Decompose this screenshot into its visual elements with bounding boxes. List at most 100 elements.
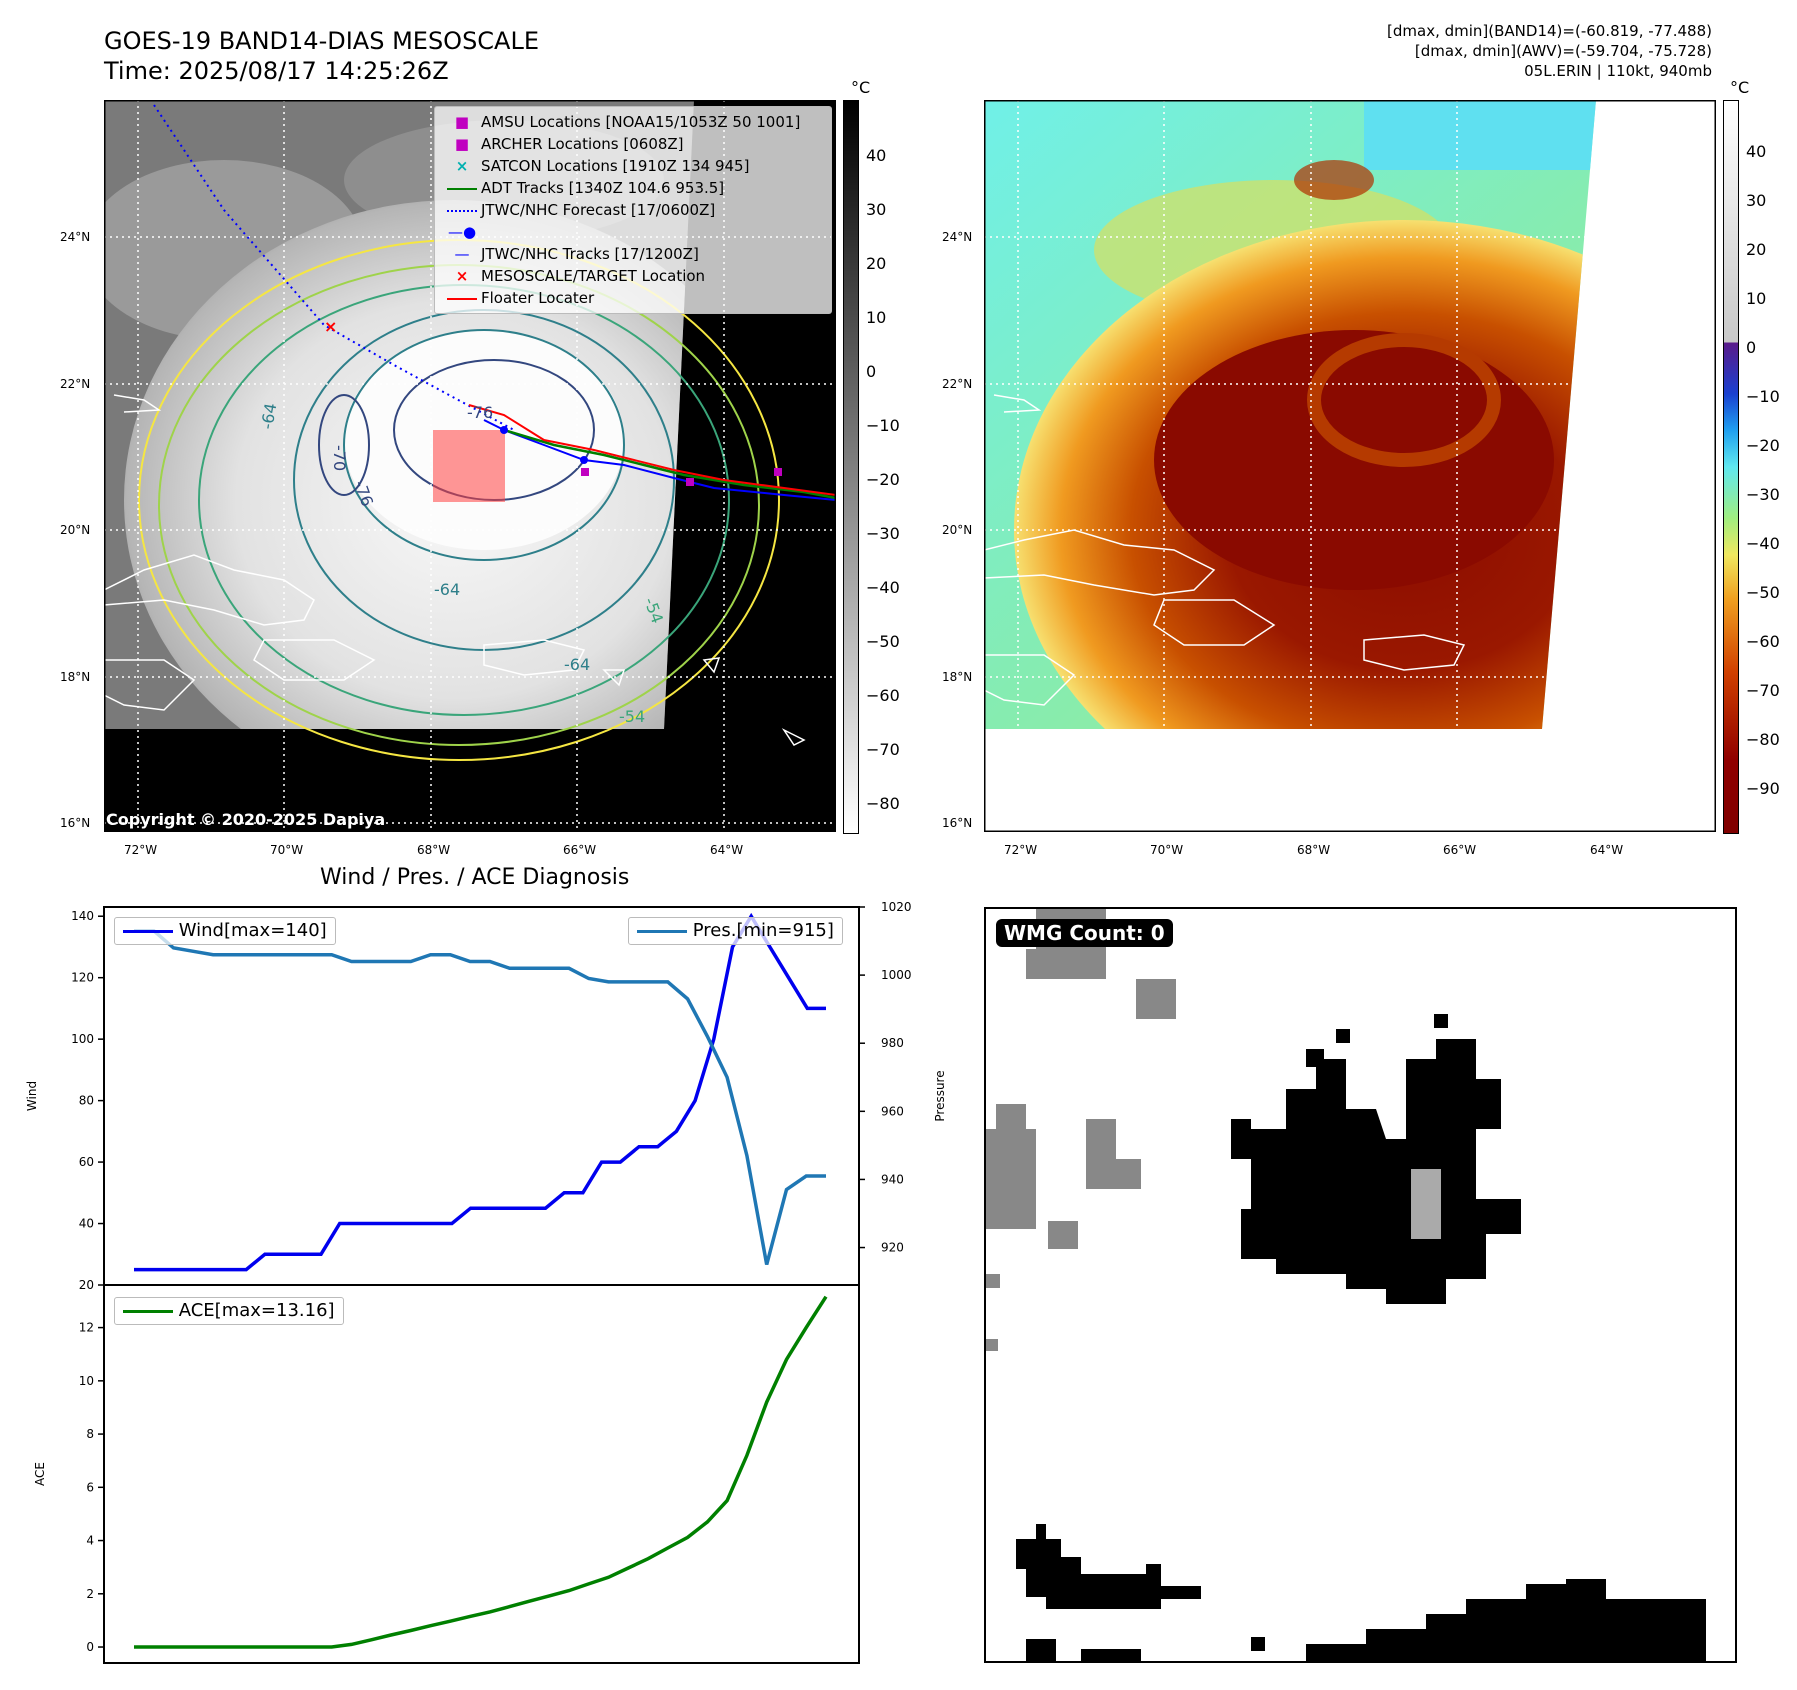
wind-pres-axes	[103, 906, 860, 1286]
ace-series-line	[134, 1295, 828, 1649]
colorbar-tick: −60	[866, 686, 900, 705]
colorbar-tick: −40	[1746, 534, 1780, 553]
square-marker-icon: ■	[454, 135, 470, 153]
legend-archer: ■ ARCHER Locations [0608Z]	[443, 133, 823, 155]
awv-map-panel	[983, 100, 1716, 832]
copyright: Copyright © 2020-2025 Dapiya	[106, 810, 386, 829]
lat-label: 16°N	[60, 816, 91, 830]
lon-label: 66°W	[1443, 843, 1477, 857]
tick-label: 140	[71, 909, 94, 923]
ace-axis-label: ACE	[33, 1462, 47, 1486]
tick-label: 8	[86, 1427, 94, 1441]
colorbar-tick: −70	[866, 740, 900, 759]
x-marker-icon: ×	[455, 157, 469, 175]
tick-label: 2	[86, 1587, 94, 1601]
dmax-awv: [dmax, dmin](AWV)=(-59.704, -75.728)	[1414, 42, 1712, 60]
lon-label: 68°W	[1297, 843, 1331, 857]
contour-label: -54	[619, 707, 645, 726]
wind-series-line	[134, 912, 826, 1272]
colorbar-tick: −40	[866, 578, 900, 597]
colorbar-unit: °C	[1730, 78, 1750, 97]
colorbar-tick: −70	[1746, 681, 1780, 700]
colorbar-tick: −50	[866, 632, 900, 651]
lat-label: 22°N	[60, 377, 91, 391]
lat-label: 24°N	[60, 230, 91, 244]
chart-title: GOES-19 BAND14-DIAS MESOSCALE	[104, 27, 540, 55]
colorbar-tick: 20	[866, 254, 887, 273]
colorbar-unit: °C	[851, 78, 871, 97]
colorbar-awv	[1723, 100, 1739, 834]
tick-label: 960	[881, 1104, 904, 1118]
colorbar-tick: −90	[1746, 779, 1780, 798]
colorbar-tick: 0	[1746, 338, 1757, 357]
svg-text:×: ×	[324, 317, 337, 336]
chart-timestamp: Time: 2025/08/17 14:25:26Z	[104, 57, 449, 85]
dotted-line-icon	[443, 209, 481, 212]
lon-label: 70°W	[1150, 843, 1184, 857]
tick-label: 940	[881, 1172, 904, 1186]
colorbar-tick: −30	[866, 524, 900, 543]
contour-label: -76	[467, 403, 493, 422]
tick-label: 1020	[881, 900, 912, 914]
pressure-legend: Pres.[min=915]	[628, 917, 843, 945]
tick-label: 80	[79, 1094, 94, 1108]
lon-label: 66°W	[563, 843, 597, 857]
lat-label: 18°N	[60, 670, 91, 684]
legend-satcon: × SATCON Locations [1910Z 134 945]	[443, 155, 823, 177]
tick-label: 0	[86, 1640, 94, 1654]
tick-label: 1000	[881, 968, 912, 982]
lat-label: 16°N	[942, 816, 973, 830]
colorbar-tick: −10	[866, 416, 900, 435]
lat-label: 20°N	[942, 523, 973, 537]
colorbar-tick: −10	[1746, 387, 1780, 406]
lon-label: 72°W	[1004, 843, 1038, 857]
pressure-axis-label: Pressure	[933, 1070, 947, 1121]
colorbar-tick: 10	[866, 308, 887, 327]
legend-adt: ADT Tracks [1340Z 104.6 953.5]	[443, 177, 823, 199]
lat-label: 24°N	[942, 230, 973, 244]
colorbar-tick: 20	[1746, 240, 1767, 259]
line-swatch-icon	[123, 1309, 173, 1313]
solid-line-icon	[443, 187, 481, 190]
tick-label: 100	[71, 1032, 94, 1046]
wind-legend: Wind[max=140]	[114, 917, 336, 945]
colorbar-tick: 40	[1746, 142, 1767, 161]
ir-map: × -76 -70 -64 -64 -54 -54 -64 -76	[103, 100, 837, 832]
contour-label: -64	[257, 402, 280, 431]
tick-label: 6	[86, 1480, 94, 1494]
lat-label: 18°N	[942, 670, 973, 684]
lon-label: 64°W	[710, 843, 744, 857]
tick-label: 12	[79, 1321, 94, 1335]
colorbar-tick: −20	[866, 470, 900, 489]
line-dot-icon: —●—	[447, 223, 477, 263]
colorbar-tick: −20	[1746, 436, 1780, 455]
colorbar-tick: −50	[1746, 583, 1780, 602]
tick-label: 980	[881, 1036, 904, 1050]
contour-label: -64	[434, 580, 460, 599]
tick-label: 60	[79, 1155, 94, 1169]
lon-label: 64°W	[1590, 843, 1624, 857]
tick-label: 4	[86, 1534, 94, 1548]
tick-label: 920	[881, 1241, 904, 1255]
lat-label: 22°N	[942, 377, 973, 391]
lon-label: 68°W	[417, 843, 451, 857]
line-swatch-icon	[123, 929, 173, 933]
colorbar-tick: 30	[1746, 191, 1767, 210]
colorbar-tick: −80	[866, 794, 900, 813]
colorbar-tick: −60	[1746, 632, 1780, 651]
diagnosis-title: Wind / Pres. / ACE Diagnosis	[320, 865, 630, 890]
solid-line-icon	[443, 297, 481, 300]
colorbar-gray	[843, 100, 859, 834]
colorbar-tick: −30	[1746, 485, 1780, 504]
wind-axis-label: Wind	[25, 1081, 39, 1111]
line-swatch-icon	[637, 929, 687, 933]
legend-tracks: —●— JTWC/NHC Tracks [17/1200Z]	[443, 221, 823, 265]
contour-label: -64	[564, 655, 590, 674]
tick-label: 40	[79, 1217, 94, 1231]
map-legend: ■ AMSU Locations [NOAA15/1053Z 50 1001] ■…	[434, 106, 832, 314]
ir-map-panel: × -76 -70 -64 -64 -54 -54 -64 -76 Copyri…	[103, 100, 837, 832]
ace-legend: ACE[max=13.16]	[114, 1297, 344, 1325]
colorbar-tick: 10	[1746, 289, 1767, 308]
wmg-mask	[986, 909, 1706, 1661]
